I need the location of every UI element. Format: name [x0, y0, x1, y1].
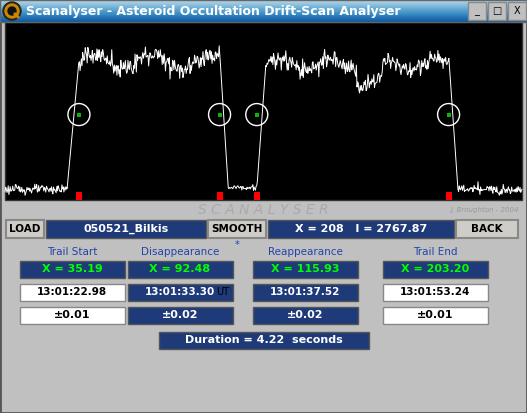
FancyBboxPatch shape — [383, 283, 487, 301]
Text: ±0.01: ±0.01 — [417, 310, 453, 320]
Circle shape — [3, 2, 21, 20]
FancyBboxPatch shape — [383, 261, 487, 278]
FancyBboxPatch shape — [252, 306, 357, 323]
FancyBboxPatch shape — [6, 220, 44, 238]
Text: 13:01:22.98: 13:01:22.98 — [37, 287, 107, 297]
Text: _: _ — [474, 6, 480, 16]
Bar — [77, 113, 81, 116]
Text: Trail Start: Trail Start — [47, 247, 97, 257]
FancyBboxPatch shape — [46, 220, 206, 238]
Text: ±0.02: ±0.02 — [162, 310, 198, 320]
Bar — [218, 113, 221, 116]
FancyBboxPatch shape — [456, 220, 518, 238]
Text: BACK: BACK — [471, 224, 503, 234]
FancyBboxPatch shape — [508, 2, 526, 20]
Text: 13:01:37.52: 13:01:37.52 — [270, 287, 340, 297]
Text: S C A N A L Y S E R: S C A N A L Y S E R — [198, 203, 329, 217]
FancyBboxPatch shape — [383, 306, 487, 323]
Text: X = 92.48: X = 92.48 — [150, 264, 211, 274]
Bar — [76, 192, 82, 200]
Text: X = 35.19: X = 35.19 — [42, 264, 102, 274]
Text: SMOOTH: SMOOTH — [211, 224, 262, 234]
Text: X = 203.20: X = 203.20 — [401, 264, 469, 274]
Circle shape — [5, 4, 19, 18]
Text: ±0.01: ±0.01 — [54, 310, 90, 320]
FancyBboxPatch shape — [268, 220, 454, 238]
Text: X = 115.93: X = 115.93 — [271, 264, 339, 274]
Bar — [255, 113, 259, 116]
Bar — [254, 192, 260, 200]
FancyBboxPatch shape — [159, 332, 368, 349]
Text: Duration = 4.22  seconds: Duration = 4.22 seconds — [184, 335, 343, 345]
FancyBboxPatch shape — [468, 2, 486, 20]
Text: Scanalyser - Asteroid Occultation Drift-Scan Analyser: Scanalyser - Asteroid Occultation Drift-… — [26, 5, 401, 17]
FancyBboxPatch shape — [128, 261, 232, 278]
FancyBboxPatch shape — [5, 22, 522, 200]
FancyBboxPatch shape — [252, 283, 357, 301]
Text: *: * — [235, 240, 239, 250]
FancyBboxPatch shape — [128, 306, 232, 323]
Circle shape — [8, 7, 16, 15]
Text: □: □ — [492, 6, 502, 16]
Text: 050521_Bilkis: 050521_Bilkis — [83, 224, 169, 234]
Text: UT: UT — [216, 287, 229, 297]
Text: J. Broughton - 2004: J. Broughton - 2004 — [451, 207, 519, 213]
FancyBboxPatch shape — [208, 220, 266, 238]
Bar — [217, 192, 222, 200]
Text: 13:01:33.30: 13:01:33.30 — [145, 287, 215, 297]
Text: LOAD: LOAD — [9, 224, 41, 234]
Bar — [446, 113, 451, 116]
Text: X = 208   I = 2767.87: X = 208 I = 2767.87 — [295, 224, 427, 234]
Text: ±0.02: ±0.02 — [287, 310, 323, 320]
FancyBboxPatch shape — [128, 283, 232, 301]
Text: X: X — [514, 6, 520, 16]
Bar — [446, 192, 452, 200]
FancyBboxPatch shape — [19, 261, 124, 278]
Text: Disappearance: Disappearance — [141, 247, 219, 257]
FancyBboxPatch shape — [488, 2, 506, 20]
Text: 13:01:53.24: 13:01:53.24 — [400, 287, 470, 297]
FancyBboxPatch shape — [252, 261, 357, 278]
Text: Reappearance: Reappearance — [268, 247, 343, 257]
FancyBboxPatch shape — [19, 306, 124, 323]
FancyBboxPatch shape — [19, 283, 124, 301]
Text: Trail End: Trail End — [413, 247, 457, 257]
